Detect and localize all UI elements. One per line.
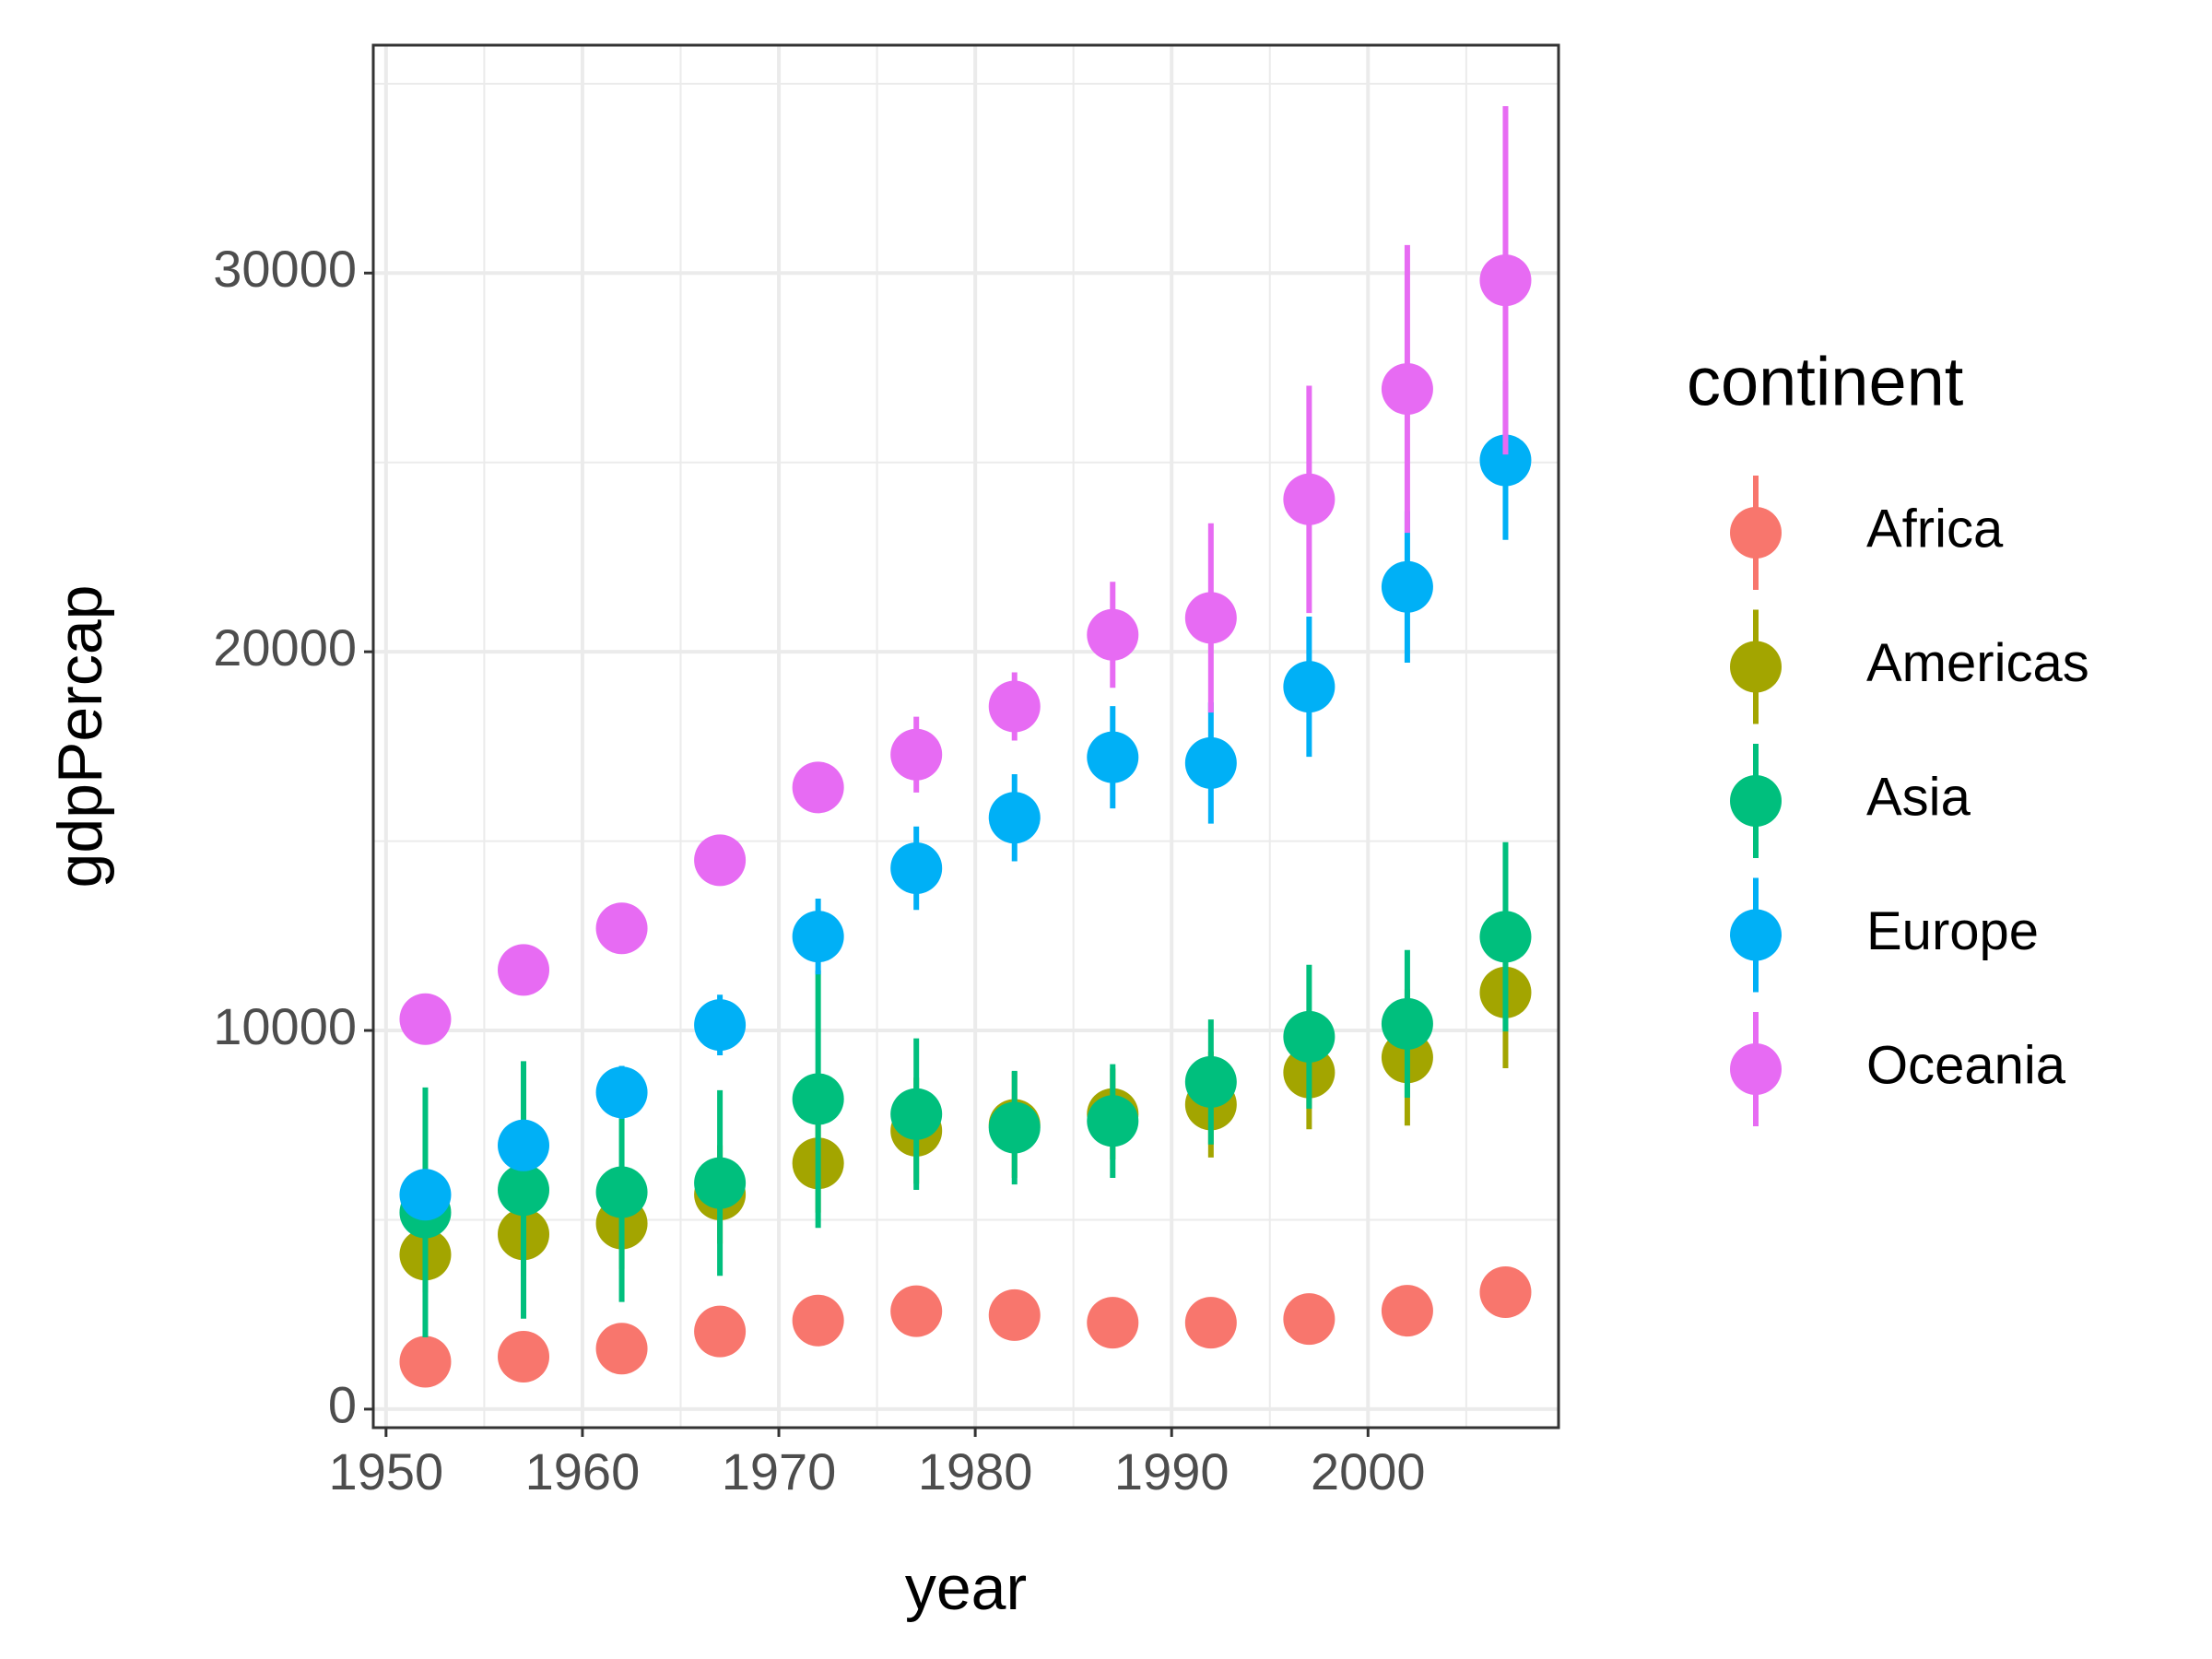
- point: [1381, 560, 1433, 613]
- legend-key-point: [1730, 507, 1782, 559]
- point: [792, 761, 844, 814]
- point: [1087, 608, 1139, 661]
- x-tick-label: 2000: [1311, 1442, 1426, 1500]
- legend-label: Africa: [1866, 499, 2004, 559]
- point: [1283, 661, 1335, 713]
- point: [1381, 363, 1433, 416]
- point: [1479, 1265, 1532, 1318]
- legend-label: Asia: [1866, 767, 1971, 827]
- legend-key-point: [1730, 641, 1782, 693]
- point: [399, 1169, 452, 1221]
- point: [498, 1119, 550, 1171]
- point: [595, 1323, 648, 1375]
- point: [890, 1088, 943, 1140]
- point: [890, 1285, 943, 1337]
- point: [1283, 1293, 1335, 1346]
- panel-background: [373, 45, 1559, 1428]
- point: [792, 1073, 844, 1125]
- x-tick-label: 1970: [722, 1442, 837, 1500]
- point: [399, 993, 452, 1045]
- point: [1184, 592, 1237, 644]
- point: [1283, 1010, 1335, 1063]
- point: [792, 911, 844, 963]
- legend-label: Europe: [1866, 901, 2039, 961]
- x-axis-title: year: [905, 1553, 1027, 1623]
- point: [498, 1164, 550, 1217]
- point: [498, 1331, 550, 1383]
- x-tick-label: 1980: [918, 1442, 1033, 1500]
- point: [498, 944, 550, 996]
- point: [1184, 1055, 1237, 1108]
- point: [890, 728, 943, 781]
- point: [1479, 911, 1532, 963]
- point: [1283, 473, 1335, 525]
- legend-key-point: [1730, 909, 1782, 961]
- point: [1381, 1285, 1433, 1337]
- legend-title: continent: [1687, 344, 1964, 420]
- point: [399, 1335, 452, 1388]
- point: [1087, 731, 1139, 783]
- point: [890, 842, 943, 895]
- point: [1479, 254, 1532, 307]
- y-tick-label: 20000: [213, 618, 357, 677]
- x-tick-label: 1960: [525, 1442, 641, 1500]
- point: [988, 1288, 1041, 1341]
- point: [694, 834, 747, 887]
- point: [595, 1066, 648, 1119]
- point: [1184, 1297, 1237, 1349]
- point: [988, 1101, 1041, 1154]
- x-tick-label: 1950: [329, 1442, 444, 1500]
- point: [595, 1166, 648, 1218]
- point: [1087, 1297, 1139, 1349]
- point: [988, 680, 1041, 733]
- y-tick-label: 30000: [213, 240, 357, 298]
- point: [694, 999, 747, 1052]
- y-tick-label: 10000: [213, 997, 357, 1055]
- legend-key-point: [1730, 1043, 1782, 1095]
- point: [1479, 434, 1532, 487]
- panel-border: [371, 43, 1560, 1430]
- legend: Africa Americas Asia Europe Oceania: [1730, 476, 2089, 1126]
- legend-key-point: [1730, 775, 1782, 827]
- panel: [371, 43, 1560, 1430]
- point: [792, 1294, 844, 1347]
- x-tick-label: 1990: [1114, 1442, 1230, 1500]
- point: [1087, 1095, 1139, 1147]
- point: [988, 792, 1041, 844]
- legend-label: Americas: [1866, 633, 2089, 693]
- point: [694, 1157, 747, 1209]
- point: [1381, 997, 1433, 1050]
- y-axis-title: gdpPercap: [45, 585, 115, 888]
- legend-label: Oceania: [1866, 1035, 2066, 1095]
- y-tick-label: 0: [328, 1376, 357, 1434]
- point: [1184, 736, 1237, 789]
- point: [694, 1305, 747, 1358]
- point: [595, 902, 648, 955]
